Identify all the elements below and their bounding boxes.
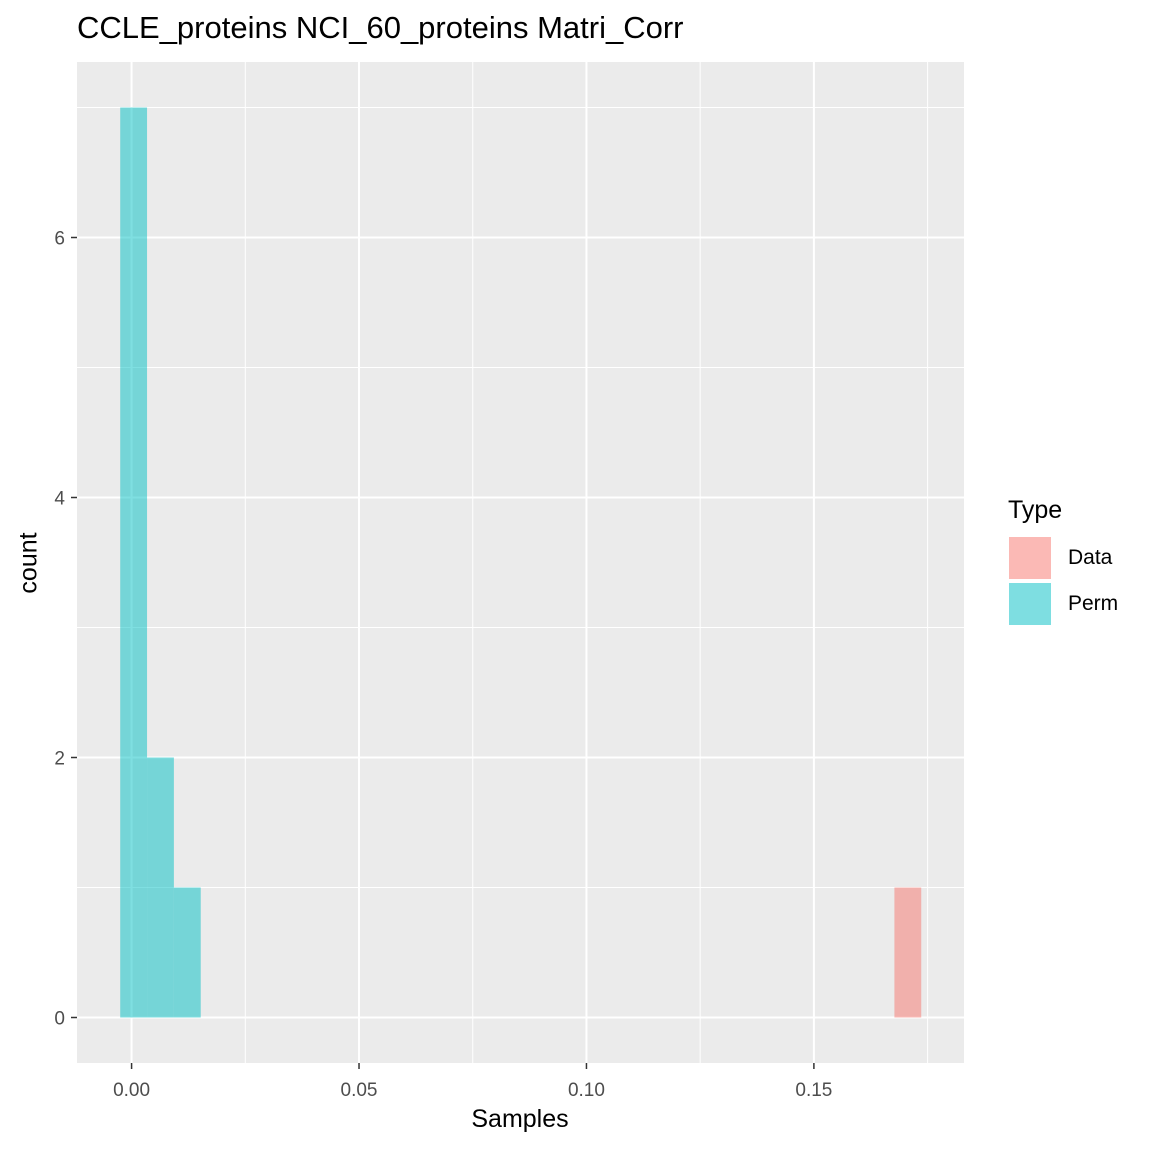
legend-label-data: Data [1068, 546, 1113, 569]
legend-key-perm [1008, 582, 1052, 626]
legend-label-perm: Perm [1068, 592, 1119, 615]
x-tick-label: 0.00 [113, 1080, 150, 1101]
legend-item-data: Data [1008, 535, 1118, 581]
legend-title: Type [1008, 496, 1063, 524]
y-tick-label: 2 [54, 749, 65, 770]
x-tick-label: 0.15 [795, 1080, 832, 1101]
legend-item-perm: Perm [1008, 581, 1118, 627]
x-tick-label: 0.10 [568, 1080, 605, 1101]
bar-perm [147, 757, 174, 1018]
y-axis-label: count [14, 532, 43, 594]
legend: Type Data Perm [1008, 496, 1118, 627]
x-axis-label: Samples [471, 1105, 569, 1133]
chart-title: CCLE_proteins NCI_60_proteins Matri_Corr [77, 10, 684, 45]
plot-panel [77, 62, 964, 1063]
x-tick-label: 0.05 [341, 1080, 378, 1101]
bar-perm [173, 887, 201, 1018]
bar-data [894, 887, 922, 1018]
minor-gridlines [77, 62, 964, 1063]
y-tick-label: 4 [54, 489, 65, 510]
axis-ticks: 0.00 0.05 0.10 0.15 0 2 4 6 [54, 229, 832, 1102]
bar-perm [120, 107, 148, 1018]
legend-key-data [1008, 536, 1052, 580]
histogram-bars [120, 107, 922, 1018]
y-tick-label: 0 [54, 1009, 65, 1030]
y-tick-label: 6 [54, 229, 65, 250]
